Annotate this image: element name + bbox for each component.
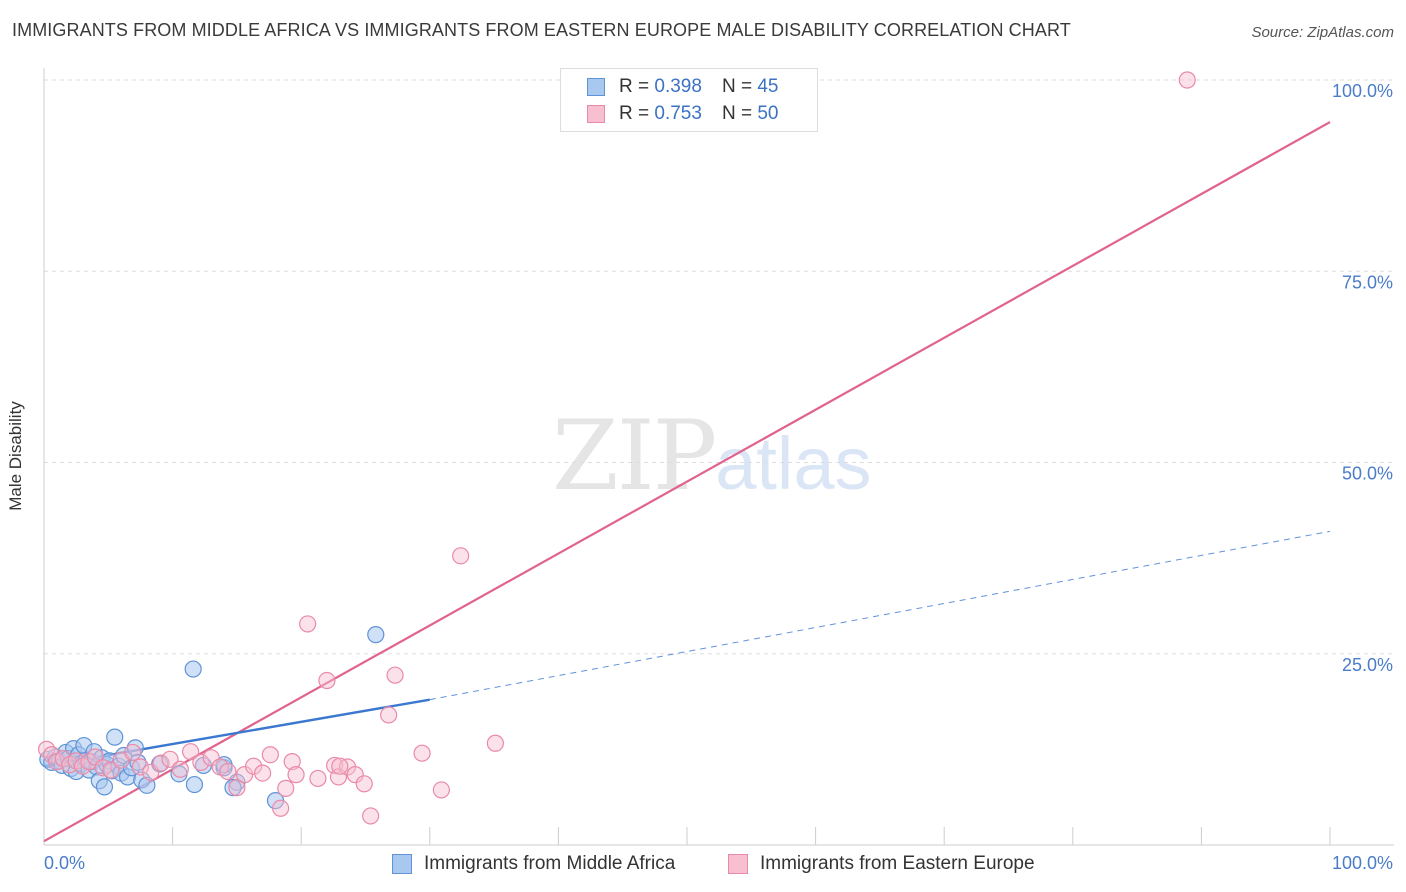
- data-point-eastern-europe: [202, 749, 220, 767]
- watermark-atlas: atlas: [715, 422, 872, 505]
- y-tick-label: 50.0%: [1342, 464, 1393, 484]
- legend-n-value: 50: [757, 103, 779, 124]
- trend-line-eastern-europe: [43, 121, 1331, 843]
- data-point-middle-africa: [138, 776, 156, 794]
- watermark: ZIPatlas: [552, 400, 872, 512]
- data-point-eastern-europe: [486, 734, 504, 752]
- watermark-zip: ZIP: [552, 400, 717, 512]
- data-point-eastern-europe: [362, 807, 380, 825]
- bottom-legend-eastern-europe: Immigrants from Eastern Europe: [728, 852, 1035, 876]
- legend-n-value: 45: [757, 76, 779, 97]
- data-point-eastern-europe: [261, 746, 279, 764]
- data-point-eastern-europe: [283, 753, 301, 771]
- data-point-middle-africa: [129, 753, 147, 771]
- data-point-eastern-europe: [171, 760, 189, 778]
- grid-lines: [44, 79, 1394, 655]
- legend-n-label: N =: [721, 103, 753, 124]
- legend-swatch-blue: [587, 78, 605, 96]
- data-point-eastern-europe: [254, 764, 272, 782]
- y-tick-label: 75.0%: [1342, 272, 1393, 292]
- data-point-eastern-europe: [161, 750, 179, 768]
- data-point-eastern-europe: [1178, 71, 1196, 89]
- x-tick-label: 0.0%: [44, 853, 85, 873]
- data-point-eastern-europe: [346, 766, 364, 784]
- data-point-eastern-europe: [245, 757, 263, 775]
- data-point-middle-africa: [185, 775, 204, 794]
- series-eastern-europe-points: [37, 71, 1196, 825]
- data-point-eastern-europe: [299, 615, 317, 633]
- data-point-eastern-europe: [102, 761, 120, 779]
- data-point-middle-africa: [367, 626, 385, 644]
- trend-lines: [43, 121, 1331, 843]
- legend-r-value: 0.753: [654, 103, 702, 124]
- correlation-legend: R = 0.398 N = 45 R = 0.753 N = 50: [560, 68, 818, 132]
- data-point-eastern-europe: [287, 766, 305, 784]
- data-point-eastern-europe: [131, 758, 150, 776]
- legend-r-label: R =: [619, 76, 650, 97]
- data-point-eastern-europe: [355, 775, 373, 793]
- legend-n-label: N =: [721, 76, 753, 97]
- chart-title: IMMIGRANTS FROM MIDDLE AFRICA VS IMMIGRA…: [12, 20, 1071, 40]
- data-point-eastern-europe: [432, 781, 450, 799]
- data-point-middle-africa: [184, 660, 202, 678]
- y-tick-label: 100.0%: [1332, 81, 1393, 101]
- data-point-eastern-europe: [386, 666, 404, 684]
- axes: [43, 68, 1394, 846]
- data-point-eastern-europe: [309, 769, 327, 788]
- bottom-legend-middle-africa: Immigrants from Middle Africa: [392, 852, 675, 876]
- data-point-eastern-europe: [228, 779, 246, 797]
- data-point-middle-africa: [95, 778, 114, 796]
- data-point-middle-africa: [224, 779, 242, 797]
- data-point-eastern-europe: [331, 757, 349, 775]
- legend-r-value: 0.398: [654, 76, 702, 97]
- trend-line-middle-africa-extension: [429, 530, 1331, 701]
- data-point-eastern-europe: [277, 779, 295, 797]
- data-point-eastern-europe: [182, 743, 200, 761]
- data-point-eastern-europe: [124, 743, 142, 762]
- chart-source: Source: ZipAtlas.com: [1251, 24, 1394, 41]
- tick-labels: 25.0% 50.0% 75.0% 100.0% 0.0% 100.0%: [44, 81, 1393, 873]
- bottom-legend-swatch-pink: [728, 854, 748, 874]
- bottom-legend-label: Immigrants from Eastern Europe: [760, 853, 1035, 874]
- data-point-eastern-europe: [192, 753, 210, 771]
- legend-r-label: R =: [619, 103, 650, 124]
- legend-row-eastern-europe: R = 0.753 N = 50: [587, 102, 778, 126]
- data-point-middle-africa: [106, 728, 124, 746]
- bottom-legend-swatch-blue: [392, 854, 412, 874]
- x-tick-label: 100.0%: [1332, 853, 1393, 873]
- data-point-eastern-europe: [318, 671, 336, 690]
- bottom-legend-label: Immigrants from Middle Africa: [424, 853, 676, 874]
- data-point-eastern-europe: [152, 754, 170, 772]
- data-point-eastern-europe: [452, 547, 470, 565]
- data-point-eastern-europe: [272, 799, 290, 817]
- data-point-eastern-europe: [219, 762, 237, 781]
- data-point-eastern-europe: [380, 706, 398, 724]
- data-point-eastern-europe: [413, 744, 431, 762]
- legend-row-middle-africa: R = 0.398 N = 45: [587, 75, 778, 99]
- y-tick-label: 25.0%: [1342, 655, 1393, 675]
- data-point-eastern-europe: [54, 749, 72, 768]
- legend-swatch-pink: [587, 105, 605, 123]
